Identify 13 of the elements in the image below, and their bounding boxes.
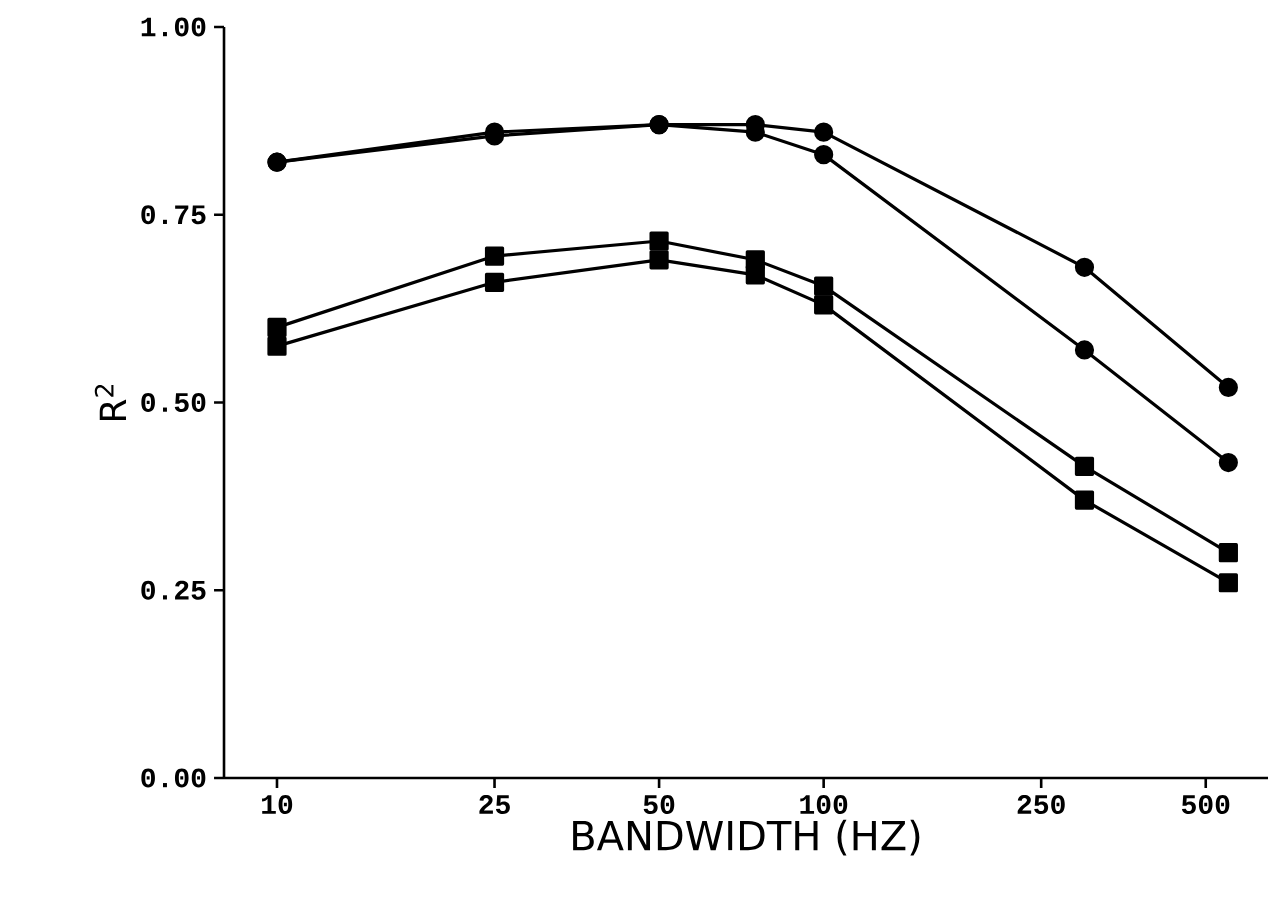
y-tick-label: 1.00 [141,17,206,37]
x-tick-label: 250 [1017,795,1065,815]
x-tick-label: 50 [643,795,675,815]
x-tick-label: 100 [800,795,848,815]
x-tick-label: 25 [479,795,510,815]
x-tick-label: 500 [1181,795,1230,815]
y-tick-label: 0.75 [141,205,206,225]
x-tick-label: 10 [262,795,293,815]
y-tick-label: 0.25 [141,580,206,600]
y-tick-label: 0.50 [141,392,206,412]
x-axis-title: BANDWIDTH (HZ) [573,819,920,856]
y-tick-label: 0.00 [141,768,206,788]
y-axis-title: R$^{2}$ [94,384,126,420]
